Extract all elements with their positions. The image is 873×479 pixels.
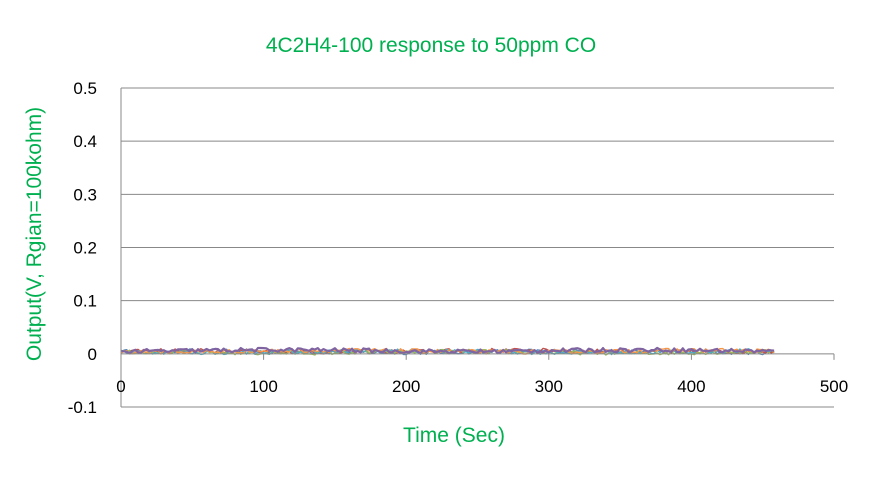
x-tick-labels: 0 100 200 300 400 500 bbox=[116, 377, 848, 396]
x-axis-title: Time (Sec) bbox=[403, 424, 505, 447]
chart-title: 4C2H4-100 response to 50ppm CO bbox=[266, 34, 596, 57]
y-axis-title: Output(V, Rgian=100kohm) bbox=[23, 107, 46, 361]
x-tick-label: 200 bbox=[392, 377, 420, 396]
x-tick-label: 300 bbox=[535, 377, 563, 396]
plot-area bbox=[120, 346, 775, 356]
y-tick-label: 0.2 bbox=[73, 239, 97, 258]
y-tick-label: 0.1 bbox=[73, 292, 97, 311]
y-tick-label: -0.1 bbox=[68, 398, 97, 417]
y-tick-label: 0.4 bbox=[73, 132, 97, 151]
series-line-6 bbox=[120, 346, 775, 355]
y-tick-labels: -0.1 0 0.1 0.2 0.3 0.4 0.5 bbox=[68, 79, 97, 417]
y-tick-label: 0.3 bbox=[73, 185, 97, 204]
y-tick-label: 0.5 bbox=[73, 79, 97, 98]
gridlines bbox=[121, 87, 834, 408]
x-tick-label: 0 bbox=[116, 377, 125, 396]
x-tick-label: 100 bbox=[249, 377, 277, 396]
x-tick-label: 400 bbox=[677, 377, 705, 396]
axes bbox=[120, 88, 835, 407]
y-tick-label: 0 bbox=[88, 345, 97, 364]
x-tick-label: 500 bbox=[820, 377, 848, 396]
